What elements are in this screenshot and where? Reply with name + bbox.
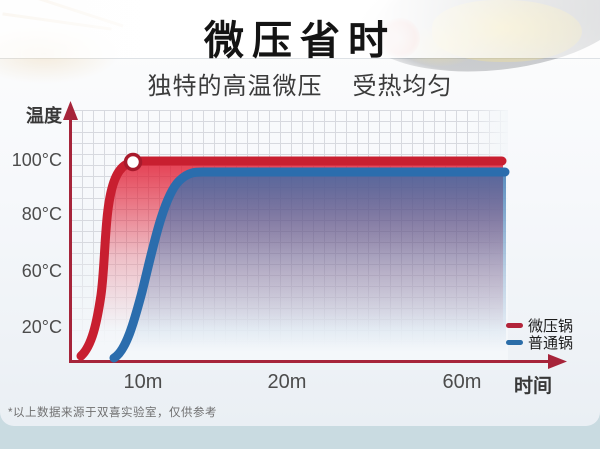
x-tick-10m: 10m bbox=[123, 371, 163, 393]
legend: 微压锅 普通锅 bbox=[506, 317, 574, 352]
x-tick-20m: 20m bbox=[267, 371, 307, 393]
legend-label: 普通锅 bbox=[528, 335, 574, 352]
subtitle-part1: 独特的高温微压 bbox=[147, 73, 323, 100]
banner: 微压省时 bbox=[0, 0, 600, 84]
x-tick-60m: 60m bbox=[442, 371, 482, 393]
y-axis-title: 温度 bbox=[26, 106, 62, 126]
legend-item-pressure-pot: 微压锅 bbox=[506, 317, 574, 335]
y-tick-100: 100°C bbox=[11, 150, 62, 170]
banner-white-overlay bbox=[0, 0, 600, 58]
content-card: 微压省时 独特的高温微压 受热均匀 bbox=[0, 0, 600, 426]
red-line-swatch-icon bbox=[506, 323, 523, 328]
subtitle-part2: 受热均匀 bbox=[352, 73, 453, 100]
x-axis-title: 时间 bbox=[514, 376, 553, 397]
chart-grid bbox=[71, 110, 508, 362]
disclaimer-text: *以上数据来源于双喜实验室，仅供参考 bbox=[8, 407, 217, 419]
y-tick-80: 80°C bbox=[21, 204, 62, 224]
y-tick-60: 60°C bbox=[21, 261, 62, 281]
x-axis-arrow-icon bbox=[548, 354, 567, 369]
blue-line-swatch-icon bbox=[506, 340, 523, 345]
legend-label: 微压锅 bbox=[528, 318, 574, 335]
subtitle: 独特的高温微压 受热均匀 bbox=[0, 66, 600, 101]
page-title: 微压省时 bbox=[204, 19, 396, 63]
legend-item-regular-pot: 普通锅 bbox=[506, 334, 574, 352]
y-tick-20: 20°C bbox=[21, 317, 62, 337]
